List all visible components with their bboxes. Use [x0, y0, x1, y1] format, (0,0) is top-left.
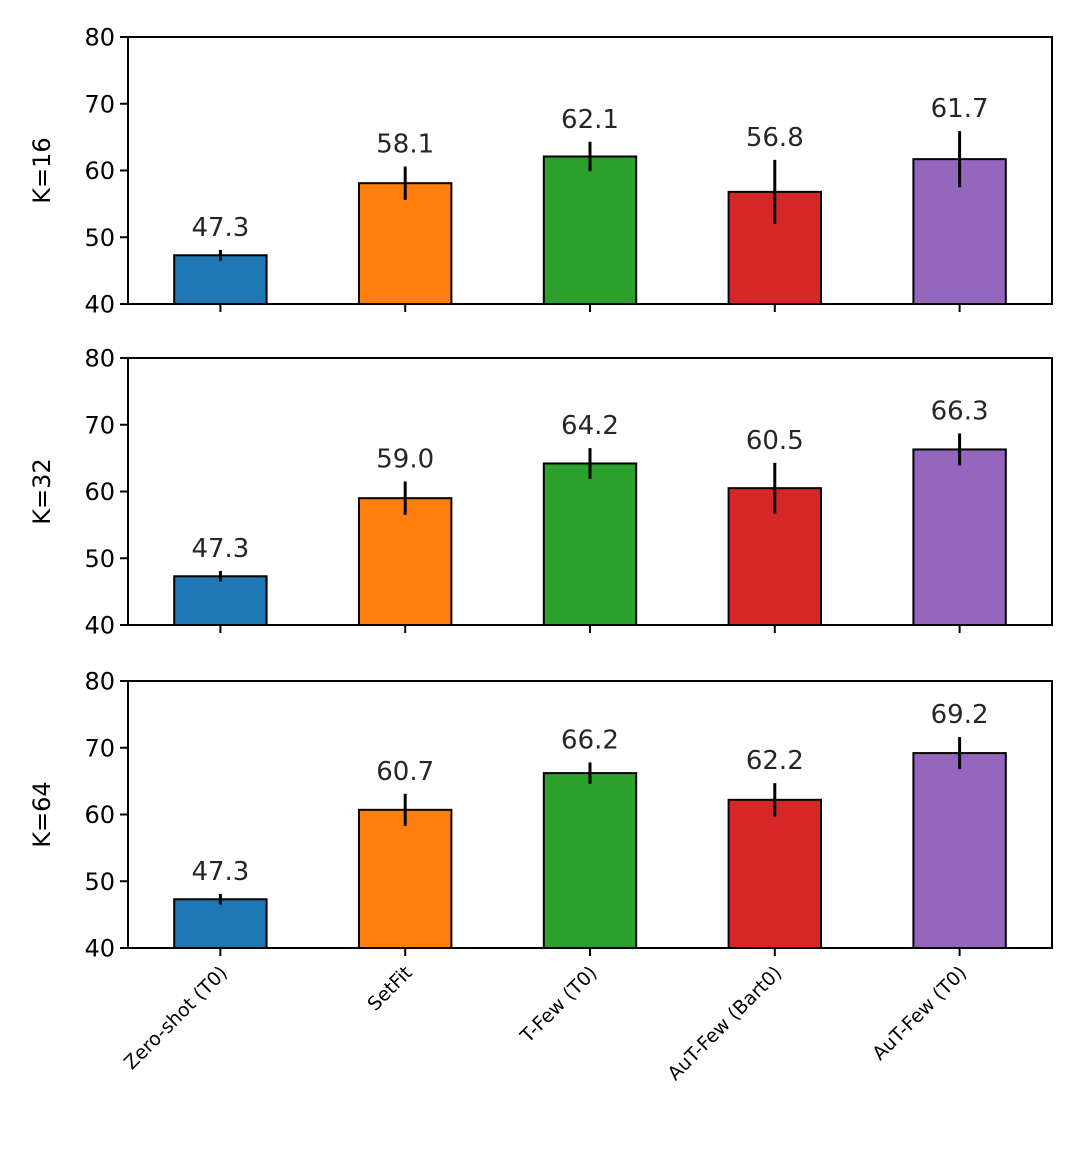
bar: [173, 898, 268, 950]
data-label: 60.7: [376, 757, 434, 787]
y-tick-label: 40: [84, 935, 115, 963]
bar: [358, 182, 453, 305]
y-tick-label: 60: [84, 801, 115, 829]
bar: [542, 772, 638, 949]
bar: [358, 497, 453, 626]
axes-frame: [127, 357, 1053, 626]
y-axis-label: K=64: [28, 781, 56, 847]
y-tick-label: 80: [84, 24, 115, 52]
y-axis-label: K=16: [28, 137, 56, 203]
y-tick-label: 70: [84, 734, 115, 762]
y-tick-label: 70: [84, 90, 115, 118]
y-tick-label: 80: [84, 668, 115, 696]
bar: [358, 808, 453, 950]
data-label: 66.3: [931, 396, 989, 426]
data-label: 69.2: [931, 700, 989, 730]
y-tick-label: 40: [84, 291, 115, 319]
axes-frame: [127, 680, 1053, 949]
data-label: 59.0: [376, 444, 434, 474]
data-label: 61.7: [931, 94, 989, 124]
bar: [727, 798, 822, 949]
data-label: 58.1: [376, 129, 434, 159]
y-tick-label: 60: [84, 478, 115, 506]
bar: [912, 752, 1007, 950]
data-label: 66.2: [561, 725, 619, 755]
panel-k16: 40 50 60 70 80 K=16 47.3 58.1 62.1 56.8 61.7: [28, 24, 1053, 319]
data-label: 64.2: [561, 411, 619, 441]
data-label: 47.3: [191, 857, 249, 887]
data-label: 62.1: [561, 105, 619, 135]
y-tick-label: 50: [84, 224, 115, 252]
panel-k32: 40 50 60 70 80 K=32 47.3 59.0 64.2 60.5 66.3: [28, 345, 1053, 640]
bar: [727, 190, 822, 305]
bar: [173, 254, 268, 306]
y-tick-label: 60: [84, 157, 115, 185]
data-label: 47.3: [191, 534, 249, 564]
data-label: 62.2: [746, 746, 804, 776]
y-tick-label: 40: [84, 612, 115, 640]
y-tick-label: 50: [84, 868, 115, 896]
y-tick-label: 50: [84, 545, 115, 573]
y-tick-label: 80: [84, 345, 115, 373]
axes-frame: [127, 36, 1053, 305]
bar: [173, 575, 268, 627]
bar: [542, 462, 638, 626]
data-label: 60.5: [746, 426, 804, 456]
y-axis-label: K=32: [28, 458, 56, 524]
y-tick-label: 70: [84, 411, 115, 439]
bar: [542, 155, 638, 305]
bar: [912, 448, 1007, 627]
data-label: 56.8: [746, 123, 804, 153]
panel-k64: 40 50 60 70 80 K=64 47.3 60.7 66.2 62.2 69.2: [28, 668, 1053, 963]
data-label: 47.3: [191, 213, 249, 243]
